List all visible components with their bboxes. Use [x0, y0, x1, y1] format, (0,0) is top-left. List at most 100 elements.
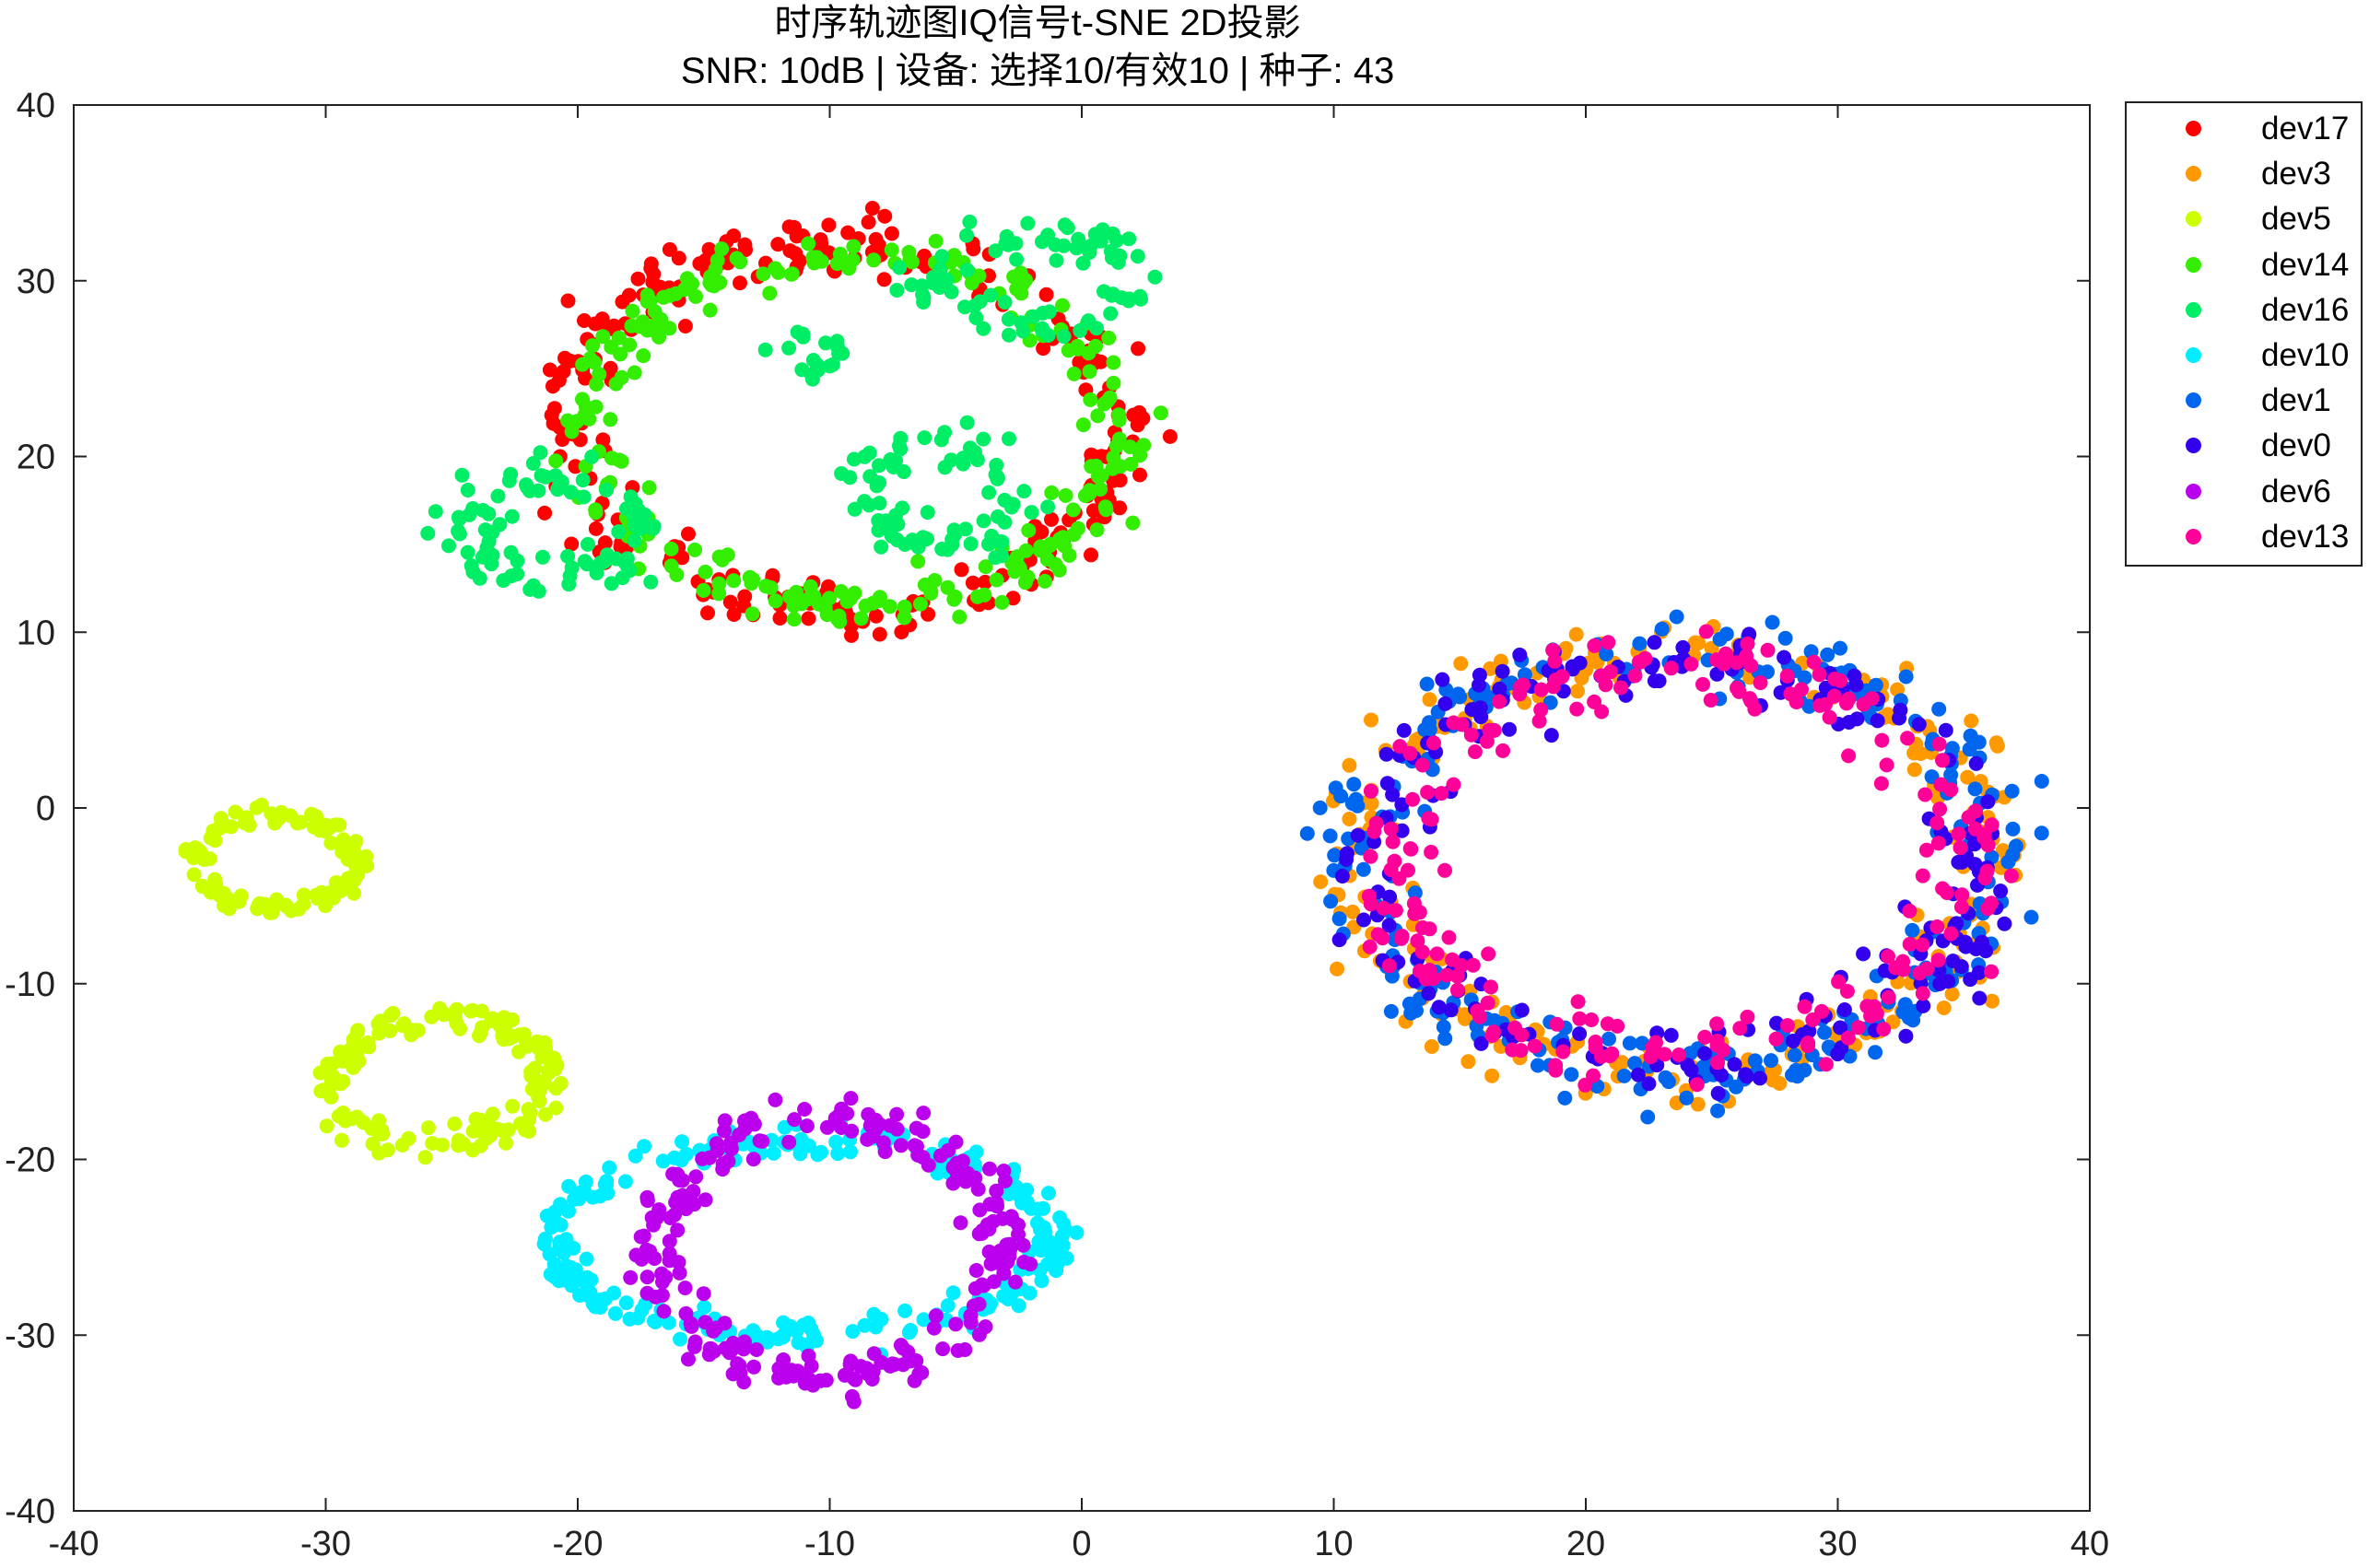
legend-item-dev14[interactable]: dev14: [2127, 243, 2361, 288]
data-point-dev14: [631, 319, 647, 334]
data-point-dev10: [1036, 1220, 1051, 1235]
data-point-dev16: [934, 249, 950, 264]
data-point-dev6: [781, 1134, 797, 1150]
data-point-dev5: [289, 815, 305, 831]
data-point-dev16: [479, 540, 495, 556]
data-point-dev13: [1587, 638, 1602, 653]
legend-item-dev13[interactable]: dev13: [2127, 515, 2361, 560]
data-point-dev13: [1716, 656, 1731, 672]
data-point-dev1: [1760, 664, 1775, 680]
data-point-dev16: [1105, 226, 1120, 241]
data-point-dev16: [1121, 231, 1137, 247]
data-point-dev17: [821, 217, 837, 233]
data-point-dev13: [1840, 1030, 1856, 1046]
data-point-dev0: [1378, 746, 1394, 762]
legend-item-dev0[interactable]: dev0: [2127, 424, 2361, 469]
data-point-dev16: [619, 551, 635, 567]
data-point-dev14: [1089, 522, 1105, 538]
data-point-dev17: [681, 526, 696, 542]
data-point-dev5: [335, 832, 351, 848]
data-point-dev13: [1780, 1018, 1795, 1034]
data-point-dev13: [1931, 736, 1947, 752]
data-point-dev5: [319, 1118, 334, 1134]
data-point-dev17: [568, 459, 583, 474]
data-point-dev14: [668, 286, 684, 301]
data-point-dev6: [698, 1192, 713, 1208]
data-point-dev14: [1111, 407, 1127, 423]
data-point-dev0: [1739, 1069, 1754, 1084]
legend-item-dev1[interactable]: dev1: [2127, 379, 2361, 424]
data-point-dev3: [1342, 757, 1357, 773]
data-point-dev16: [976, 513, 991, 529]
data-point-dev13: [1480, 995, 1495, 1011]
data-point-dev6: [915, 1124, 931, 1140]
data-point-dev1: [1327, 848, 1343, 863]
data-point-dev16: [968, 310, 984, 325]
data-point-dev13: [1953, 899, 1969, 915]
data-point-dev13: [1594, 704, 1610, 720]
data-point-dev1: [1627, 1056, 1643, 1071]
data-point-dev14: [1097, 396, 1112, 412]
legend-item-dev10[interactable]: dev10: [2127, 333, 2361, 379]
data-point-dev16: [611, 524, 627, 540]
x-tick-label: -40: [49, 1525, 100, 1563]
data-point-dev14: [865, 595, 881, 611]
x-tick-label: 30: [1818, 1525, 1857, 1563]
data-point-dev5: [417, 1150, 433, 1165]
data-point-dev16: [420, 525, 436, 541]
data-point-dev6: [948, 1316, 964, 1332]
data-point-dev14: [639, 294, 655, 310]
data-point-dev3: [1765, 1072, 1781, 1088]
data-point-dev1: [1765, 614, 1780, 630]
data-point-dev16: [904, 277, 920, 293]
data-point-dev1: [1710, 1103, 1726, 1118]
legend-item-dev5[interactable]: dev5: [2127, 197, 2361, 242]
data-point-dev13: [1879, 757, 1894, 773]
data-point-dev1: [1601, 1031, 1616, 1047]
data-point-dev16: [809, 357, 825, 373]
data-point-dev3: [1570, 684, 1585, 699]
y-tick-label: 10: [17, 614, 55, 652]
data-point-dev6: [678, 1305, 694, 1321]
legend-label: dev10: [2261, 337, 2350, 373]
data-point-dev16: [896, 464, 911, 479]
data-point-dev5: [319, 1083, 334, 1099]
data-point-dev3: [1690, 1096, 1706, 1112]
data-point-dev13: [1484, 979, 1498, 995]
data-point-dev13: [1850, 1020, 1866, 1036]
data-point-dev13: [1929, 919, 1945, 934]
data-point-dev14: [1057, 538, 1073, 554]
data-point-dev16: [1056, 238, 1072, 253]
data-point-dev6: [843, 1091, 859, 1106]
data-point-dev16: [1079, 240, 1095, 256]
data-point-dev6: [722, 1135, 738, 1151]
data-point-dev13: [1593, 668, 1609, 684]
legend-item-dev17[interactable]: dev17: [2127, 107, 2361, 152]
legend-item-dev16[interactable]: dev16: [2127, 288, 2361, 333]
data-point-dev16: [1005, 497, 1021, 512]
data-point-dev1: [1967, 781, 1983, 797]
data-point-dev0: [1431, 1000, 1447, 1015]
legend-item-dev6[interactable]: dev6: [2127, 470, 2361, 515]
data-point-dev6: [646, 1217, 662, 1233]
data-point-dev6: [647, 1251, 663, 1266]
legend-item-dev3[interactable]: dev3: [2127, 152, 2361, 197]
data-point-dev16: [997, 514, 1013, 530]
data-point-dev3: [1422, 692, 1437, 708]
data-point-dev13: [1363, 848, 1378, 864]
data-point-dev6: [883, 1358, 898, 1374]
data-point-dev6: [907, 1373, 922, 1388]
data-point-dev10: [766, 1145, 781, 1161]
data-point-dev16: [576, 489, 592, 505]
data-point-dev13: [1394, 929, 1410, 944]
data-point-dev13: [1410, 933, 1425, 949]
data-point-dev10: [1040, 1257, 1056, 1271]
data-point-dev16: [1103, 306, 1119, 322]
data-point-dev1: [1616, 1068, 1632, 1083]
data-point-dev17: [1038, 287, 1054, 302]
data-point-dev10: [617, 1174, 633, 1189]
data-point-dev3: [1424, 1039, 1439, 1054]
data-point-dev1: [1943, 767, 1959, 783]
data-point-dev13: [1512, 686, 1528, 702]
data-point-dev5: [519, 1035, 534, 1050]
